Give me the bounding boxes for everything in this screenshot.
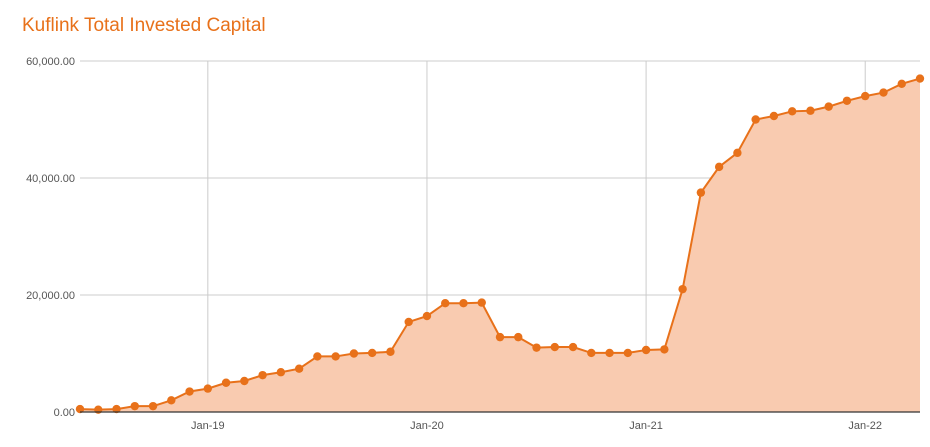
data-point-may-19 bbox=[276, 368, 286, 377]
data-point-feb-19 bbox=[221, 378, 231, 387]
data-point-may-20 bbox=[495, 332, 505, 342]
data-point-feb-21 bbox=[660, 345, 669, 354]
x-tick-label-jan-21: Jan-21 bbox=[629, 420, 663, 432]
data-point-jul-20 bbox=[532, 343, 541, 352]
data-point-jan-20 bbox=[422, 311, 432, 321]
data-point-jun-19 bbox=[294, 364, 304, 373]
data-point-apr-19 bbox=[258, 370, 267, 380]
data-point-jul-19 bbox=[313, 352, 322, 361]
data-point-mar-22 bbox=[897, 79, 906, 89]
data-point-nov-20 bbox=[605, 348, 614, 358]
y-axis-tick-labels: 0.00 20,000.00 40,000.00 60,000.00 bbox=[26, 56, 75, 419]
data-point-sep-19 bbox=[349, 349, 359, 358]
y-tick-label-40-000-00: 40,000.00 bbox=[26, 173, 75, 185]
data-point-mar-21 bbox=[678, 284, 687, 294]
data-point-mar-20 bbox=[459, 298, 468, 308]
series-area-fill bbox=[80, 78, 920, 413]
data-point-sep-21 bbox=[787, 107, 797, 116]
x-tick-label-jan-19: Jan-19 bbox=[191, 420, 225, 432]
data-point-jan-21 bbox=[641, 345, 651, 355]
data-point-jun-21 bbox=[733, 148, 742, 158]
data-point-jan-19 bbox=[203, 384, 213, 393]
data-point-apr-21 bbox=[696, 188, 706, 197]
data-point-dec-21 bbox=[842, 96, 852, 105]
data-point-apr-22 bbox=[915, 74, 925, 83]
x-axis-tick-labels: Jan-19 Jan-20 Jan-21 Jan-22 bbox=[191, 420, 882, 432]
data-point-jul-21 bbox=[751, 115, 760, 124]
data-point-nov-18 bbox=[167, 396, 176, 405]
data-point-feb-22 bbox=[879, 88, 888, 97]
data-point-may-21 bbox=[714, 162, 724, 172]
chart-title: Kuflink Total Invested Capital bbox=[22, 15, 266, 36]
y-tick-label-20-000-00: 20,000.00 bbox=[26, 290, 75, 302]
x-tick-label-jan-22: Jan-22 bbox=[848, 420, 882, 432]
data-point-dec-20 bbox=[623, 348, 633, 358]
data-point-jun-18 bbox=[75, 404, 85, 414]
data-point-aug-21 bbox=[769, 111, 779, 121]
data-point-oct-20 bbox=[587, 348, 596, 358]
data-point-jun-20 bbox=[514, 332, 523, 342]
data-point-aug-20 bbox=[550, 342, 559, 352]
data-point-sep-18 bbox=[130, 401, 139, 411]
data-point-jan-22 bbox=[861, 91, 870, 101]
data-point-oct-21 bbox=[806, 106, 815, 115]
y-tick-label-0-00: 0.00 bbox=[54, 407, 75, 419]
data-point-mar-19 bbox=[240, 376, 249, 386]
data-point-feb-20 bbox=[441, 298, 450, 308]
data-point-oct-19 bbox=[367, 348, 377, 358]
data-point-dec-18 bbox=[185, 387, 194, 396]
data-point-oct-18 bbox=[148, 401, 158, 411]
y-tick-label-60-000-00: 60,000.00 bbox=[26, 56, 75, 68]
data-point-nov-21 bbox=[824, 102, 833, 111]
data-point-aug-18 bbox=[112, 404, 121, 414]
data-point-nov-19 bbox=[386, 347, 395, 356]
data-point-sep-20 bbox=[568, 342, 578, 352]
x-tick-label-jan-20: Jan-20 bbox=[410, 420, 444, 432]
data-point-apr-20 bbox=[477, 298, 486, 307]
data-point-dec-19 bbox=[404, 317, 413, 327]
data-point-aug-19 bbox=[331, 352, 340, 361]
